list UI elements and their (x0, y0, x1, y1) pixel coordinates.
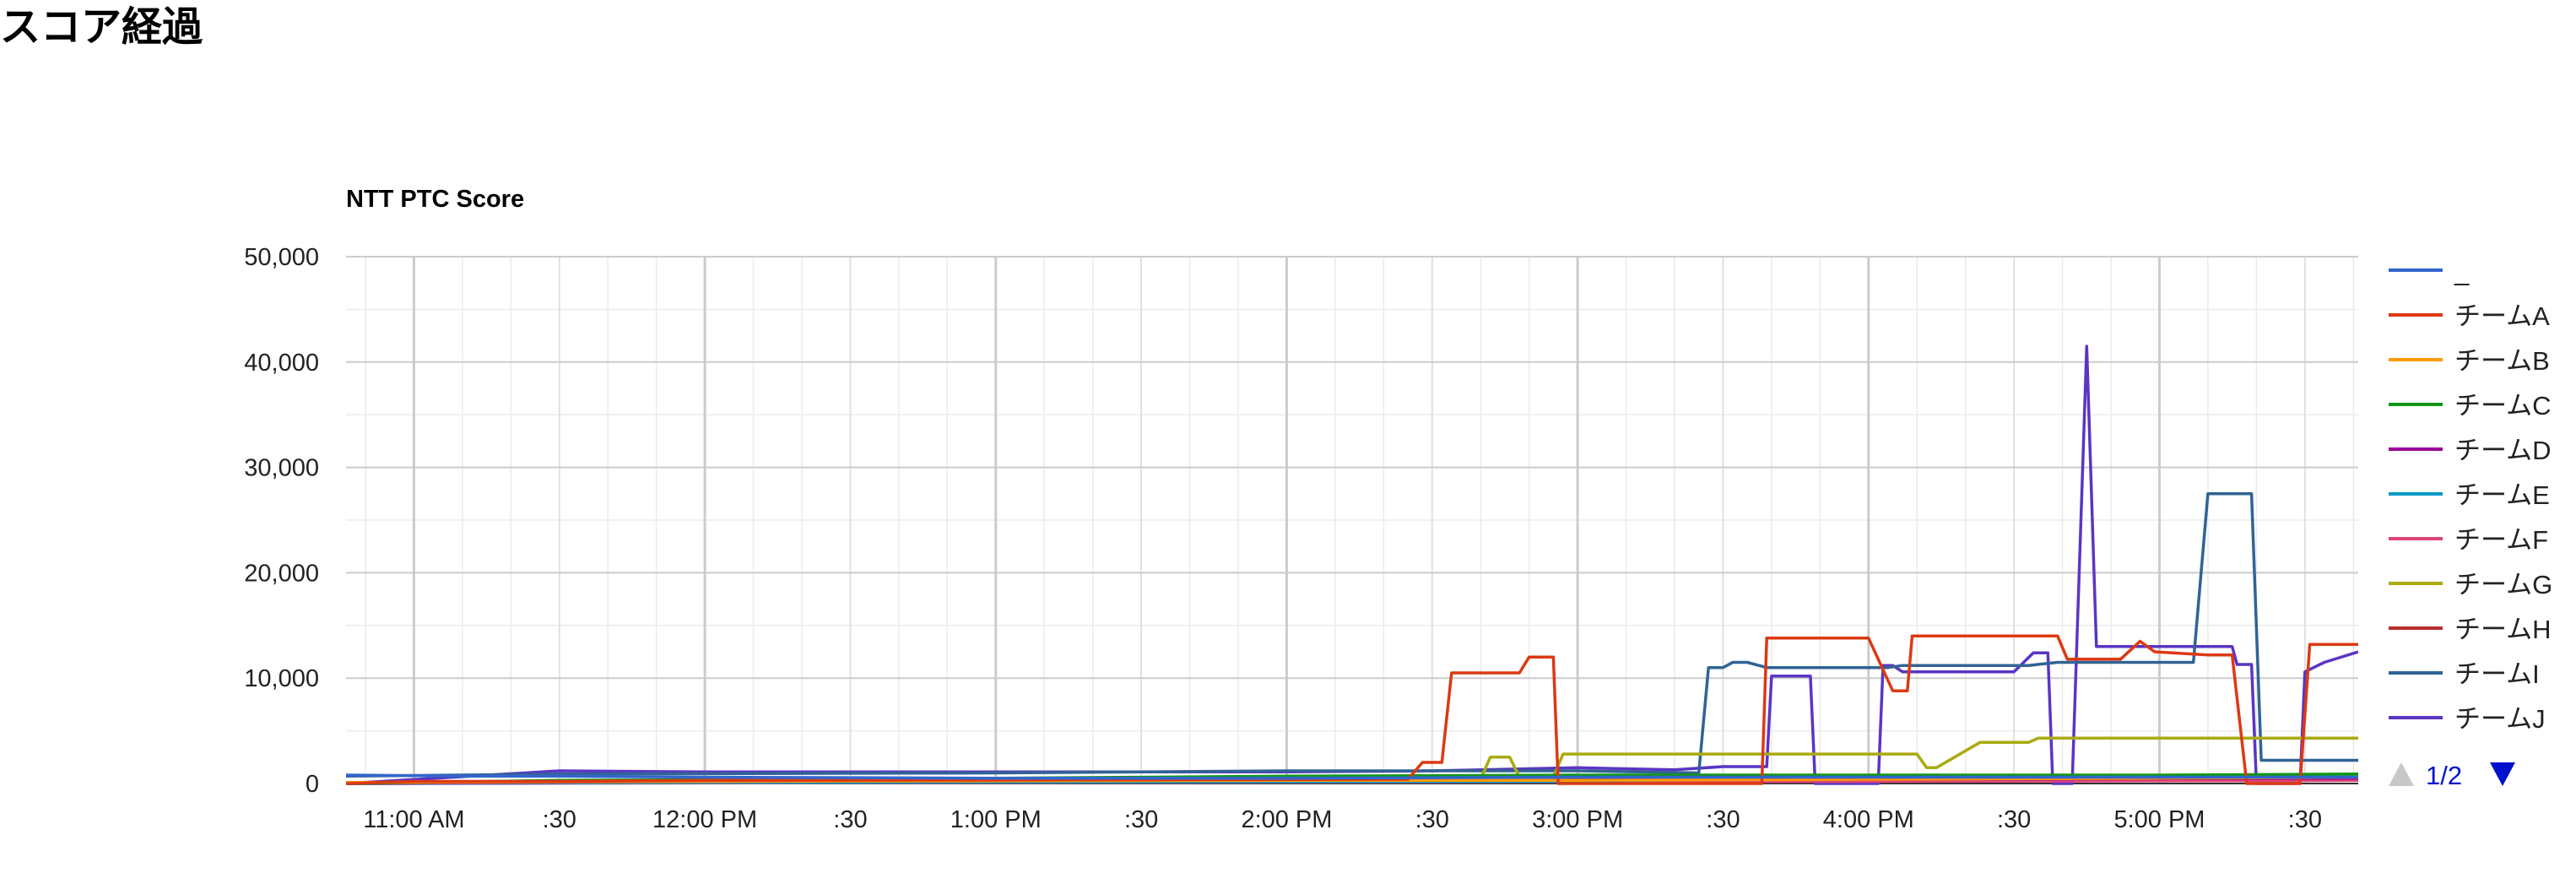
legend-item-label: チームH (2454, 615, 2551, 644)
series-line (346, 492, 2358, 778)
x-tick-label: 2:00 PM (1241, 806, 1332, 833)
x-tick-label: 11:00 AM (363, 806, 464, 833)
x-tick-label: :30 (543, 806, 576, 833)
x-tick-label: 3:00 PM (1532, 806, 1623, 833)
chart-series (346, 344, 2358, 785)
y-tick-label: 20,000 (244, 560, 319, 587)
y-tick-label: 30,000 (244, 455, 319, 482)
chart-axes: 0 10,000 20,000 30,000 40,000 50,000 11:00 AM:… (244, 244, 2322, 833)
y-tick-label: 0 (306, 771, 319, 798)
series-line (346, 773, 2358, 780)
y-tick-label: 10,000 (244, 665, 319, 692)
legend-item-label: チームC (2454, 391, 2551, 420)
x-tick-label: :30 (2288, 806, 2322, 833)
x-tick-label: :30 (833, 806, 867, 833)
x-tick-label: :30 (1706, 806, 1740, 833)
legend-item-label: チームD (2454, 436, 2551, 465)
x-tick-label: :30 (1415, 806, 1449, 833)
page-title: スコア経過 (0, 3, 203, 51)
triangle-up-icon[interactable] (2389, 762, 2414, 786)
chart-legend: _ チームA チームB チームC チームD チームE チームF チームG チームH チームI チーム… (2389, 257, 2552, 790)
legend-item-label: チームJ (2454, 704, 2546, 734)
legend-item-label: チームF (2454, 525, 2548, 555)
series-line (346, 634, 2358, 785)
triangle-down-icon[interactable] (2490, 762, 2515, 786)
legend-item-label: チームB (2454, 346, 2550, 376)
x-tick-label: 4:00 PM (1823, 806, 1914, 833)
legend-page-indicator: 1/2 (2426, 761, 2462, 790)
legend-item-label: チームG (2454, 570, 2552, 599)
x-tick-label: :30 (1997, 806, 2031, 833)
legend-item-label: チームI (2454, 659, 2540, 689)
x-tick-label: 12:00 PM (652, 806, 757, 833)
legend-item-label: _ (2454, 257, 2470, 286)
y-tick-label: 40,000 (244, 350, 319, 377)
x-tick-label: 5:00 PM (2113, 806, 2205, 833)
chart-title: NTT PTC Score (346, 186, 524, 213)
legend-item-label: チームE (2454, 480, 2550, 510)
x-tick-label: :30 (1124, 806, 1158, 833)
series-line (346, 344, 2358, 785)
y-tick-label: 50,000 (244, 244, 319, 271)
chart-grid (346, 256, 2358, 784)
legend-item-label: チームA (2454, 301, 2550, 331)
x-tick-label: 1:00 PM (950, 806, 1042, 833)
